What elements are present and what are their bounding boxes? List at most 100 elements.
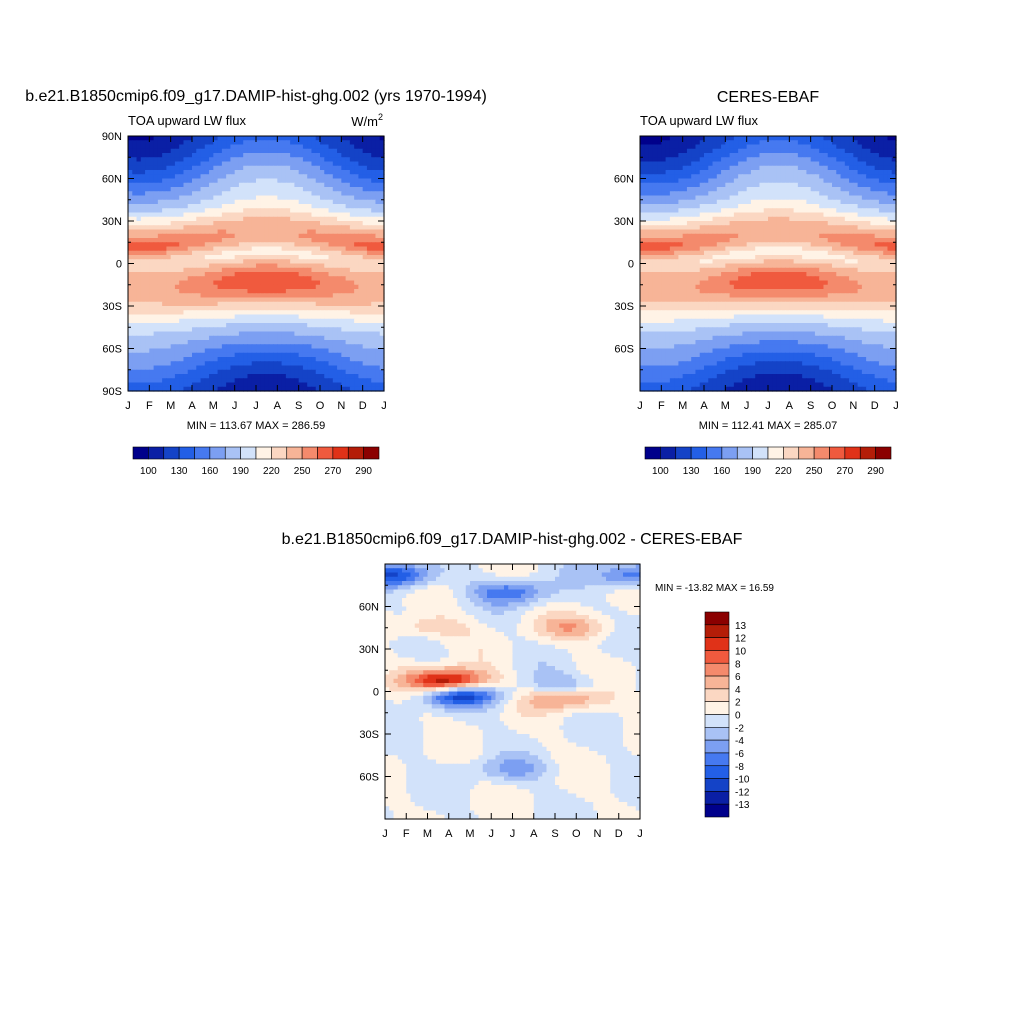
panel-model-heatmap-cell [251,136,257,141]
panel-model-heatmap-cell [268,340,274,345]
panel-obs-heatmap-cell [665,187,671,192]
panel-model-heatmap-cell [153,361,159,367]
panel-model-heatmap-cell [337,144,342,150]
panel-obs-heatmap-cell [763,144,769,150]
panel-model-heatmap-cell [294,327,300,333]
panel-obs-heatmap-cell [861,170,867,175]
panel-model-heatmap-cell [328,310,334,316]
panel-obs-heatmap-cell [691,178,697,184]
panel-obs-heatmap-cell [738,165,743,171]
panel-model-heatmap-cell [294,250,300,256]
panel-model-heatmap-cell [379,361,385,367]
panel-model-heatmap-cell [371,310,377,316]
panel-model-heatmap-cell [200,280,206,286]
panel-model-heatmap-cell [234,233,240,239]
panel-obs-heatmap-cell [695,229,701,235]
panel-obs-heatmap-cell [853,136,859,141]
panel-model-heatmap-cell [140,272,146,277]
panel-obs-heatmap-cell [721,178,726,184]
panel-model-heatmap-cell [264,284,270,290]
panel-model-heatmap-cell [264,178,270,184]
panel-model-heatmap-cell [187,182,193,188]
panel-model-heatmap-cell [200,233,206,239]
panel-model-heatmap-cell [354,348,359,354]
panel-model-heatmap-cell [200,323,206,328]
panel-model-heatmap-cell [243,314,249,320]
panel-obs-heatmap-cell [725,153,731,158]
panel-model-heatmap-cell [328,199,334,205]
panel-model-heatmap-cell [366,361,372,367]
panel-model-heatmap-cell [170,195,176,201]
panel-model-heatmap-cell [375,140,381,146]
panel-model-heatmap-cell [332,357,338,362]
panel-model-heatmap-cell [166,357,172,362]
panel-obs-heatmap-cell [657,136,662,141]
panel-obs-heatmap-cell [883,199,889,205]
panel-model-heatmap-cell [230,352,236,358]
panel-model-heatmap-cell [264,293,270,299]
panel-model-heatmap-cell [315,280,321,286]
panel-model-heatmap-cell [128,191,133,197]
panel-obs-heatmap-cell [674,148,679,154]
panel-model-heatmap-cell [213,374,219,379]
panel-obs-heatmap-cell [814,153,820,158]
panel-model-heatmap-cell [196,221,202,226]
panel-model-heatmap-cell [238,289,244,294]
panel-model-heatmap-cell [358,327,364,333]
panel-model-heatmap-cell [128,323,133,328]
panel-obs-heatmap-cell [789,153,795,158]
panel-model-heatmap-cell [149,318,155,324]
panel-model-heatmap-cell [234,301,240,307]
panel-model-heatmap-cell [379,182,385,188]
panel-model-heatmap-cell [302,297,308,303]
panel-model-heatmap-cell [307,348,313,354]
panel-model-heatmap-cell [264,386,270,392]
panel-model-heatmap-cell [226,170,231,175]
panel-model-heatmap-cell [226,221,231,226]
panel-model-heatmap-cell [132,221,138,226]
panel-model-heatmap-cell [170,374,176,379]
panel-obs-heatmap-cell [849,174,854,180]
panel-model-heatmap-cell [247,182,253,188]
panel-model-heatmap-cell [273,191,278,197]
panel-model-heatmap-cell [277,314,283,320]
panel-model-heatmap-cell [358,238,364,243]
panel-model-heatmap-cell [145,191,150,197]
panel-model-heatmap-cell [341,297,347,303]
panel-model-heatmap-cell [140,306,146,311]
panel-model-heatmap-cell [174,365,180,371]
panel-model-heatmap-cell [247,263,253,269]
panel-model-heatmap-cell [153,199,159,205]
panel-model-heatmap-cell [166,378,172,384]
panel-model-heatmap-cell [362,229,368,235]
panel-model-heatmap-cell [320,284,325,290]
panel-model-heatmap-cell [183,259,189,265]
panel-model-heatmap-cell [290,229,295,235]
panel-model-heatmap-cell [264,229,270,235]
panel-model-heatmap-cell [162,344,167,350]
panel-model-heatmap-cell [302,246,308,252]
panel-obs-heatmap-cell [866,178,871,184]
panel-model-heatmap-cell [251,229,257,235]
panel-model-heatmap-cell [170,144,176,150]
panel-obs-heatmap-cell [814,144,820,150]
panel-model-heatmap-cell [337,306,342,311]
panel-obs-heatmap-cell [699,204,705,209]
panel-obs-heatmap-cell [810,144,816,150]
panel-model-heatmap-cell [174,340,180,345]
panel-model-heatmap-cell [204,318,210,324]
panel-model-heatmap-cell [345,199,351,205]
panel-model-heatmap-cell [268,352,274,358]
panel-obs-heatmap-cell [866,136,871,141]
panel-model-heatmap-cell [354,352,359,358]
panel-model-heatmap-cell [362,301,368,307]
panel-obs-heatmap-cell [776,182,782,188]
panel-model-heatmap-cell [221,199,227,205]
panel-model-heatmap-cell [328,263,334,269]
panel-model-heatmap-cell [307,246,313,252]
panel-model-heatmap-cell [226,250,231,256]
panel-model-heatmap-cell [354,170,359,175]
panel-model-heatmap-cell [209,242,214,248]
panel-model-heatmap-cell [183,284,189,290]
panel-obs-heatmap-cell [742,153,748,158]
